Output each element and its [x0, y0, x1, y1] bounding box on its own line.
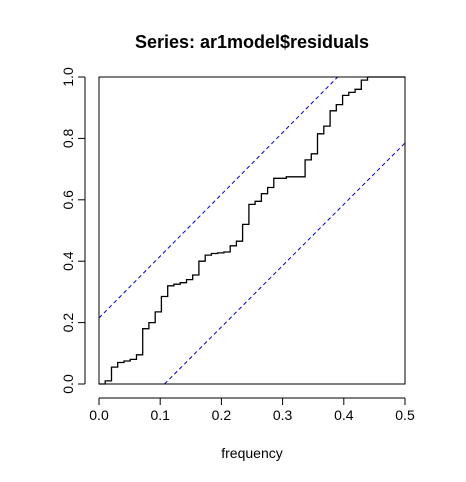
y-tick-label: 0.8 [60, 128, 76, 148]
y-axis: 0.0 0.2 0.4 0.6 0.8 1.0 [60, 67, 86, 394]
chart-title: Series: ar1model$residuals [135, 32, 369, 52]
y-tick-label: 0.6 [60, 190, 76, 210]
x-tick-label: 0.4 [334, 407, 354, 423]
y-tick-label: 0.4 [60, 251, 76, 271]
plot-frame [98, 76, 406, 385]
plot-area [98, 76, 406, 385]
x-tick-label: 0.1 [150, 407, 170, 423]
y-tick-label: 1.0 [60, 67, 76, 87]
x-tick-label: 0.5 [395, 407, 415, 423]
upper-confidence-band-line [98, 76, 339, 319]
x-tick-label: 0.3 [273, 407, 293, 423]
cumulative-periodogram-step-line [99, 76, 405, 385]
x-axis: 0.0 0.1 0.2 0.3 0.4 0.5 [89, 397, 415, 423]
x-tick-label: 0.0 [89, 407, 109, 423]
y-tick-label: 0.0 [60, 374, 76, 394]
x-tick-label: 0.2 [212, 407, 232, 423]
lower-confidence-band-line [164, 142, 406, 385]
y-tick-label: 0.2 [60, 313, 76, 333]
x-axis-label: frequency [221, 445, 282, 461]
